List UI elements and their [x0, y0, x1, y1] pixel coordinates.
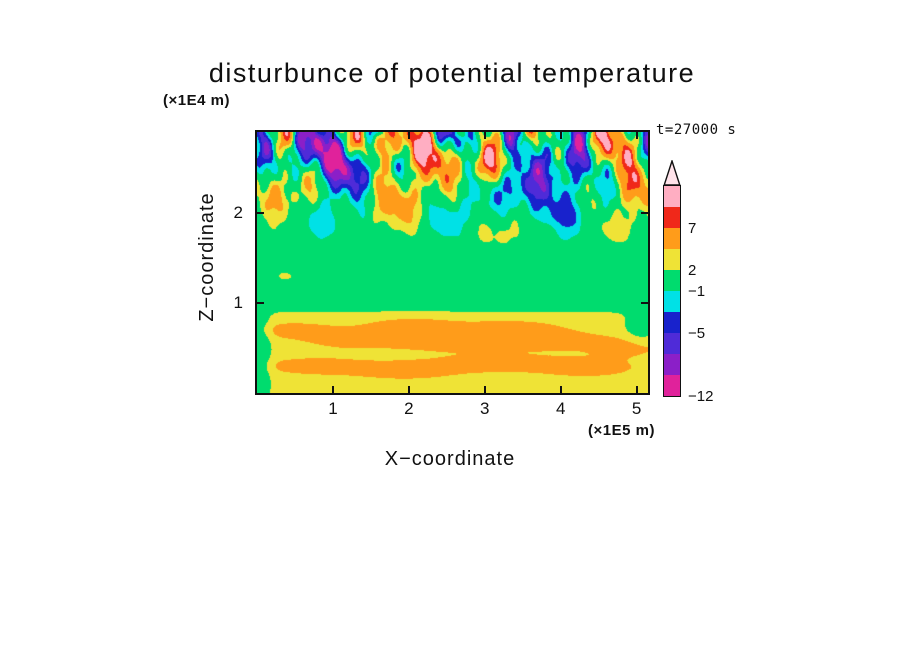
colorbar-tick-label: −12 [688, 388, 714, 405]
colorbar-tick-label: 2 [688, 262, 697, 279]
colorbar-segment [664, 375, 680, 396]
time-label: t=27000 s [656, 122, 737, 138]
colorbar-tick-label: −5 [688, 325, 706, 342]
axis-tick-mark [636, 132, 638, 139]
colorbar-segment [664, 333, 680, 354]
x-tick-label: 4 [555, 399, 566, 418]
x-axis-unit-label: (×1E5 m) [588, 422, 655, 439]
axis-tick-mark [641, 212, 648, 214]
x-axis-title: X−coordinate [384, 448, 516, 470]
colorbar-segment [664, 270, 680, 291]
colorbar-segment [664, 291, 680, 312]
x-tick-label: 3 [480, 399, 490, 418]
heatmap-canvas [257, 132, 648, 393]
y-axis-title: Z−coordinate [196, 192, 218, 322]
colorbar-tick-label: −1 [688, 283, 706, 300]
axis-tick-mark [636, 386, 638, 393]
axis-tick-mark [408, 386, 410, 393]
x-tick-label: 5 [631, 399, 642, 418]
axis-tick-mark [257, 212, 264, 214]
y-axis-unit-label: (×1E4 m) [163, 92, 230, 109]
colorbar-tick-label: 7 [688, 220, 697, 237]
plot-area [255, 130, 650, 395]
axis-tick-mark [257, 302, 264, 304]
colorbar [663, 185, 681, 397]
colorbar-segment [664, 249, 680, 270]
colorbar-segment [664, 207, 680, 228]
axis-tick-mark [560, 132, 562, 139]
z-tick-label: 1 [233, 293, 243, 312]
colorbar-segment [664, 354, 680, 375]
axis-tick-mark [408, 132, 410, 139]
colorbar-segment [664, 186, 680, 207]
axis-tick-mark [484, 132, 486, 139]
colorbar-segment [664, 228, 680, 249]
axis-tick-mark [332, 386, 334, 393]
axis-tick-mark [332, 132, 334, 139]
axis-tick-mark [484, 386, 486, 393]
x-tick-label: 2 [404, 399, 414, 418]
colorbar-segment [664, 312, 680, 333]
axis-tick-mark [641, 302, 648, 304]
colorbar-pennant-icon [663, 160, 681, 186]
chart-title: disturbunce of potential temperature [208, 58, 696, 88]
z-tick-label: 2 [233, 203, 243, 222]
x-tick-label: 1 [328, 399, 338, 418]
axis-tick-mark [560, 386, 562, 393]
